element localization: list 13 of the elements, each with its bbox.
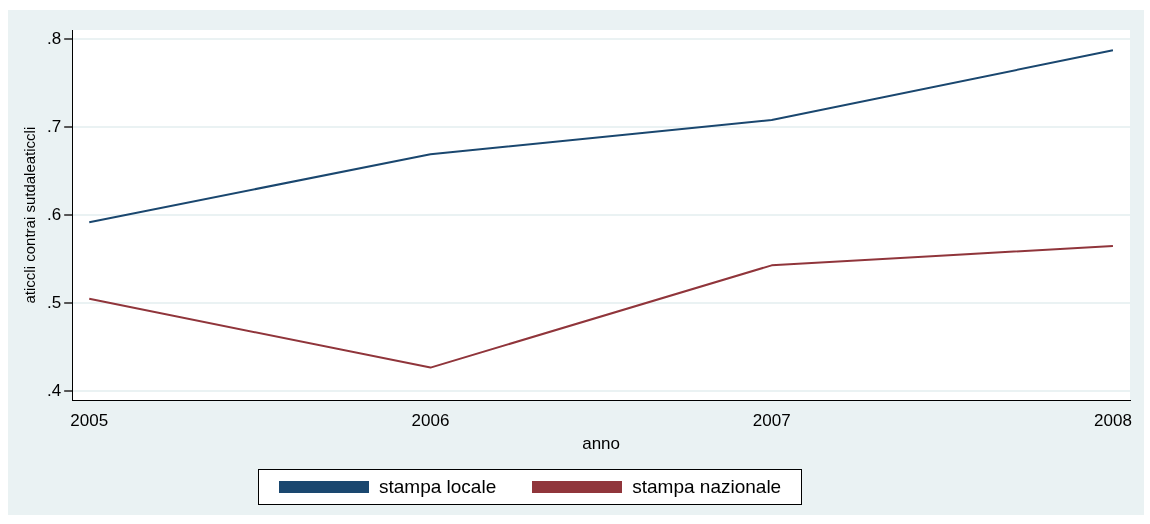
y-axis-title: aticcli contrai sutdaleaticcli <box>21 126 39 304</box>
x-axis-title: anno <box>582 434 620 454</box>
x-tick-label: 2007 <box>752 411 791 431</box>
y-tick-label: .8 <box>46 28 62 48</box>
y-tick-label: .7 <box>46 116 62 136</box>
x-tick-label: 2005 <box>70 411 109 431</box>
legend-label: stampa nazionale <box>632 476 782 498</box>
x-tick-label: 2006 <box>411 411 450 431</box>
x-tick-label: 2008 <box>1094 411 1132 431</box>
y-tick-label: .5 <box>46 292 62 312</box>
y-tick-label: .6 <box>46 204 62 224</box>
legend-label: stampa locale <box>379 476 497 498</box>
y-tick-label: .4 <box>46 381 62 401</box>
